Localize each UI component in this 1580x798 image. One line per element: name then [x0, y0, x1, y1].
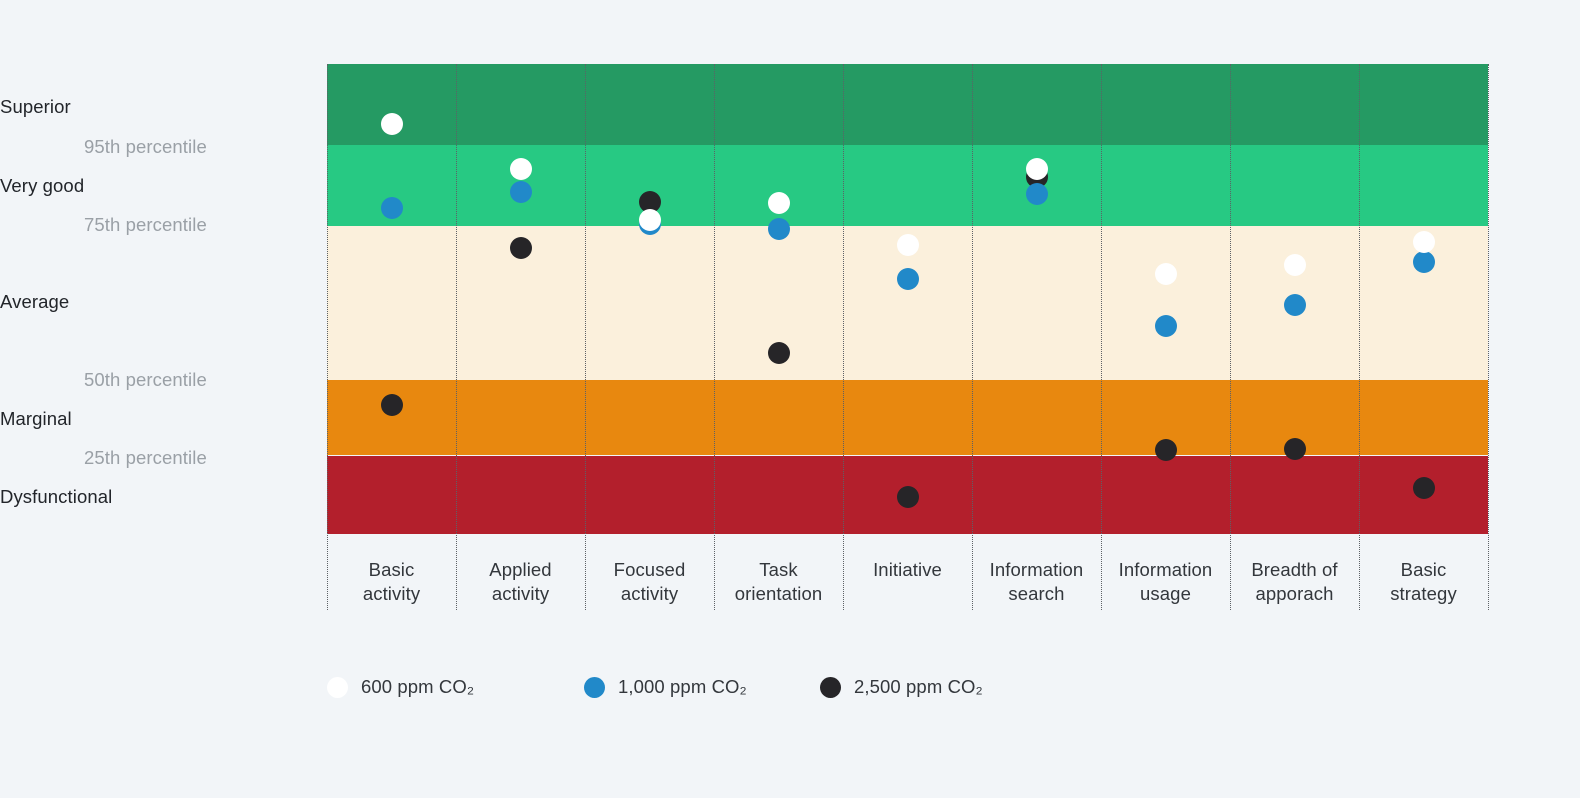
legend-item[interactable]: 1,000 ppm CO₂	[584, 676, 747, 698]
x-axis-label: Basic strategy	[1359, 558, 1488, 606]
x-axis-label-line1: Basic	[1400, 559, 1447, 580]
y-axis-label-column: Superior 95th percentile Very good 75th per…	[0, 0, 327, 798]
x-axis-label: Focused activity	[585, 558, 714, 606]
y-axis-percentile-label: 95th percentile	[84, 136, 207, 157]
data-point	[1283, 254, 1306, 276]
data-point	[767, 192, 790, 214]
data-point	[1283, 438, 1306, 460]
x-axis-label-line2: activity	[491, 583, 550, 604]
data-point	[896, 234, 919, 256]
data-point	[767, 218, 790, 240]
x-axis-label-line1: Basic	[368, 559, 415, 580]
y-axis-band-label: Average	[0, 291, 70, 312]
data-point	[509, 158, 532, 180]
data-point	[1283, 294, 1306, 316]
data-point	[767, 342, 790, 364]
x-axis-label-line1: Applied	[489, 559, 552, 580]
y-axis-percentile-label: 50th percentile	[84, 369, 207, 390]
category-separator-line	[1488, 64, 1489, 610]
category-separator-line	[327, 64, 328, 610]
x-axis-label-line1: Focused	[613, 559, 686, 580]
x-axis-label-line1: Initiative	[873, 559, 942, 580]
x-axis-label-line1: Information	[1118, 559, 1213, 580]
legend-label: 600 ppm CO₂	[361, 676, 475, 697]
data-point	[1412, 231, 1435, 253]
legend-swatch-circle-icon	[820, 676, 841, 698]
legend-label: 2,500 ppm CO₂	[854, 676, 983, 697]
data-point	[1412, 251, 1435, 273]
data-point	[1154, 439, 1177, 461]
data-point	[509, 237, 532, 259]
data-point	[380, 113, 403, 135]
x-axis-label-line2: strategy	[1390, 583, 1457, 604]
category-separator-line	[585, 64, 586, 610]
x-axis-label-line2: activity	[620, 583, 679, 604]
x-axis-label: Task orientation	[714, 558, 843, 606]
legend-swatch-circle-icon	[584, 676, 605, 698]
data-point	[1154, 315, 1177, 337]
x-axis-label: Information usage	[1101, 558, 1230, 606]
x-axis-label: Breadth of apporach	[1230, 558, 1359, 606]
x-axis-label: Applied activity	[456, 558, 585, 606]
data-point	[380, 197, 403, 219]
x-axis-label-line2: orientation	[734, 583, 823, 604]
x-axis-label: Basic activity	[327, 558, 456, 606]
category-separator-line	[1101, 64, 1102, 610]
data-point	[1154, 263, 1177, 285]
category-separator-line	[1230, 64, 1231, 610]
category-separator-line	[1359, 64, 1360, 610]
x-axis-label-line1: Information	[989, 559, 1084, 580]
x-axis-label-line2: activity	[362, 583, 421, 604]
category-separator-line	[972, 64, 973, 610]
x-axis-label-line2: apporach	[1255, 583, 1334, 604]
plot-area	[327, 64, 1488, 534]
data-point	[896, 268, 919, 290]
data-point	[638, 209, 661, 231]
x-axis-label-line1: Breadth of	[1251, 559, 1338, 580]
category-separator-line	[843, 64, 844, 610]
data-point	[1412, 477, 1435, 499]
y-axis-band-label: Marginal	[0, 408, 72, 429]
category-separator-line	[456, 64, 457, 610]
data-point	[638, 191, 661, 213]
x-axis-label-line1: Task	[759, 559, 798, 580]
x-axis-label-row: Basic activity Applied activity Focused activ…	[327, 546, 1488, 616]
legend-item[interactable]: 2,500 ppm CO₂	[820, 676, 983, 698]
x-axis-label: Information search	[972, 558, 1101, 606]
y-axis-band-label: Superior	[0, 96, 71, 117]
x-axis-label-line2: search	[1008, 583, 1065, 604]
y-axis-band-label: Dysfunctional	[0, 486, 113, 507]
data-point	[509, 181, 532, 203]
data-point	[896, 486, 919, 508]
data-point	[1025, 158, 1048, 180]
legend-item[interactable]: 600 ppm CO₂	[327, 676, 474, 698]
legend-swatch-circle-icon	[327, 676, 348, 698]
performance-band-very-good	[327, 144, 1488, 227]
data-point	[380, 394, 403, 416]
performance-band-marginal	[327, 380, 1488, 456]
data-point	[1025, 183, 1048, 205]
performance-band-superior	[327, 64, 1488, 145]
x-axis-label: Initiative	[843, 558, 972, 582]
legend-label: 1,000 ppm CO₂	[618, 676, 747, 697]
y-axis-band-label: Very good	[0, 175, 85, 196]
y-axis-percentile-label: 25th percentile	[84, 447, 207, 468]
category-separator-line	[714, 64, 715, 610]
x-axis-label-line2: usage	[1140, 583, 1191, 604]
y-axis-percentile-label: 75th percentile	[84, 214, 207, 235]
